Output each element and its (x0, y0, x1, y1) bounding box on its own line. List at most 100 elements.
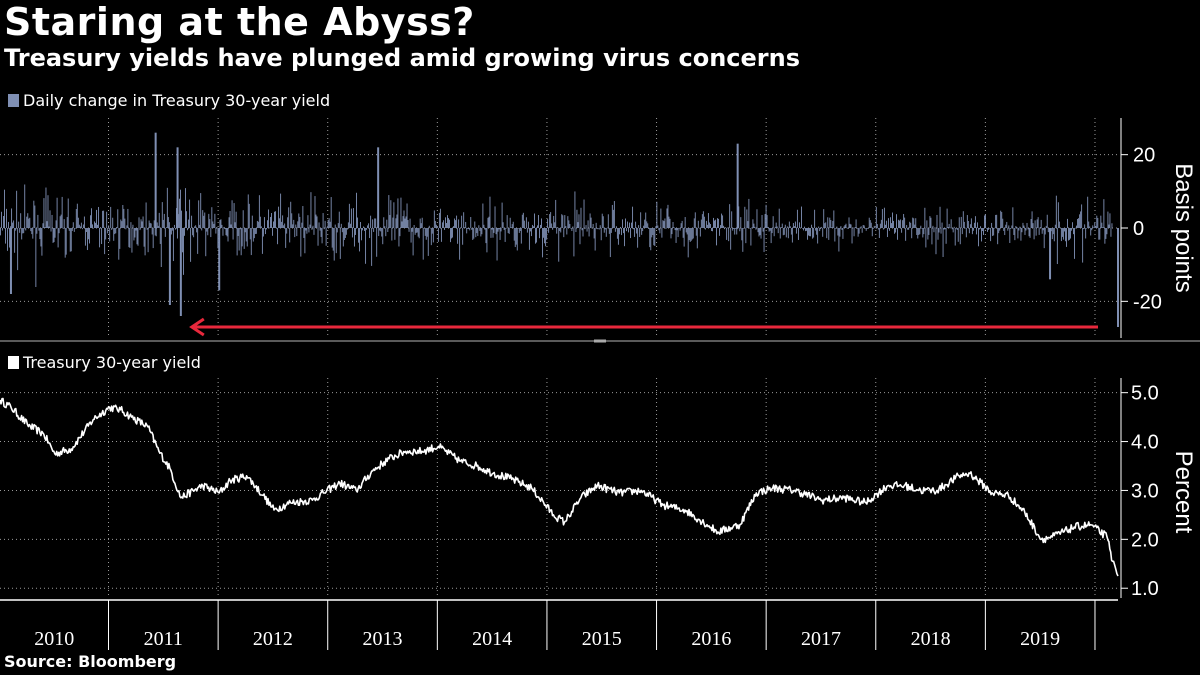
daily-change-bar (119, 228, 121, 249)
daily-change-bar (324, 220, 326, 228)
daily-change-bar (167, 217, 169, 228)
daily-change-bar (184, 228, 185, 236)
daily-change-bar (637, 228, 639, 248)
daily-change-bar (1102, 227, 1104, 228)
daily-change-bar (183, 228, 184, 275)
daily-change-bar (414, 228, 416, 235)
daily-change-bar (456, 215, 458, 228)
daily-change-bar (997, 228, 999, 245)
daily-change-bar (55, 220, 57, 228)
daily-change-bar (923, 228, 925, 235)
daily-change-bar (865, 228, 867, 231)
daily-change-bar (16, 190, 18, 228)
daily-change-bar (389, 215, 391, 228)
daily-change-bar (238, 228, 240, 251)
daily-change-bar (45, 187, 47, 228)
daily-change-bar (406, 203, 408, 228)
daily-change-bar (244, 228, 246, 233)
daily-change-bar (484, 228, 486, 230)
daily-change-bar (699, 228, 701, 237)
daily-change-bar (376, 228, 378, 257)
daily-change-bar (548, 228, 550, 233)
daily-change-bar (367, 225, 369, 228)
daily-change-bar (485, 228, 487, 244)
daily-change-bar (1026, 222, 1028, 228)
top-y-tick-label: -20 (1133, 291, 1162, 313)
daily-change-bar (1036, 219, 1038, 228)
daily-change-bar (150, 223, 152, 228)
daily-change-bar (662, 220, 664, 228)
daily-change-bar (450, 228, 451, 243)
daily-change-bar (1045, 225, 1047, 228)
daily-change-bar (103, 210, 105, 228)
daily-change-bar (697, 220, 699, 228)
daily-change-bar (926, 220, 928, 228)
daily-change-bar (507, 228, 509, 233)
daily-change-bar (715, 219, 716, 228)
daily-change-bar (712, 228, 713, 232)
daily-change-bar (425, 228, 427, 240)
daily-change-bar (36, 228, 38, 234)
daily-change-bar (975, 228, 977, 235)
daily-change-bar (996, 214, 998, 228)
daily-change-bar (471, 228, 473, 230)
bottom-y-tick-label: 2.0 (1131, 529, 1159, 551)
daily-change-bar (1099, 228, 1101, 240)
daily-change-bar (952, 228, 954, 233)
daily-change-bar (885, 220, 887, 228)
daily-change-bar (683, 228, 685, 247)
daily-change-bar (476, 228, 478, 234)
daily-change-bar (58, 228, 60, 234)
daily-change-bar (852, 227, 854, 229)
daily-change-bar (475, 228, 477, 238)
daily-change-bar (415, 228, 417, 233)
legend-swatch-bars (8, 94, 19, 107)
daily-change-bar (5, 228, 6, 244)
daily-change-bar (466, 228, 468, 234)
daily-change-bar (1107, 211, 1109, 228)
daily-change-bar (961, 228, 963, 235)
daily-change-bar (28, 218, 30, 228)
daily-change-bar (985, 214, 986, 228)
daily-change-bar (596, 228, 598, 230)
daily-change-bar (870, 222, 872, 228)
daily-change-bar (968, 228, 970, 234)
daily-change-bar (294, 228, 296, 238)
daily-change-bar (663, 221, 665, 228)
daily-change-bar (210, 228, 212, 238)
daily-change-bar (21, 228, 23, 240)
daily-change-bar (698, 227, 700, 229)
daily-change-bar (940, 228, 942, 234)
daily-change-bar (1039, 227, 1041, 228)
daily-change-bar (1027, 228, 1029, 230)
daily-change-bar (213, 223, 215, 228)
daily-change-bar (115, 228, 117, 234)
daily-change-bar (823, 209, 825, 228)
daily-change-bar (580, 207, 582, 228)
daily-change-bar (199, 224, 201, 228)
daily-change-bar (69, 228, 71, 252)
daily-change-bar (1040, 219, 1042, 228)
daily-change-bar (159, 228, 161, 244)
daily-change-bar (693, 218, 695, 228)
daily-change-bar (819, 228, 821, 232)
daily-change-bar (1098, 228, 1100, 240)
daily-change-bar (904, 217, 906, 228)
daily-change-bar (894, 228, 895, 234)
daily-change-bar (412, 228, 414, 256)
daily-change-bar (87, 228, 89, 240)
daily-change-bar (924, 207, 926, 228)
daily-change-bar (1046, 214, 1048, 228)
daily-change-bar (200, 193, 202, 228)
daily-change-bar (128, 228, 130, 248)
daily-change-bar (666, 208, 668, 228)
daily-change-bar (193, 228, 195, 238)
daily-change-bar (492, 228, 494, 238)
chart-title: Staring at the Abyss? (4, 0, 475, 44)
daily-change-bar (261, 228, 263, 254)
daily-change-bar (497, 228, 499, 232)
daily-change-bar (619, 226, 621, 228)
daily-change-bar (278, 206, 280, 228)
daily-change-bar (1042, 228, 1044, 231)
daily-change-bar (342, 228, 344, 247)
